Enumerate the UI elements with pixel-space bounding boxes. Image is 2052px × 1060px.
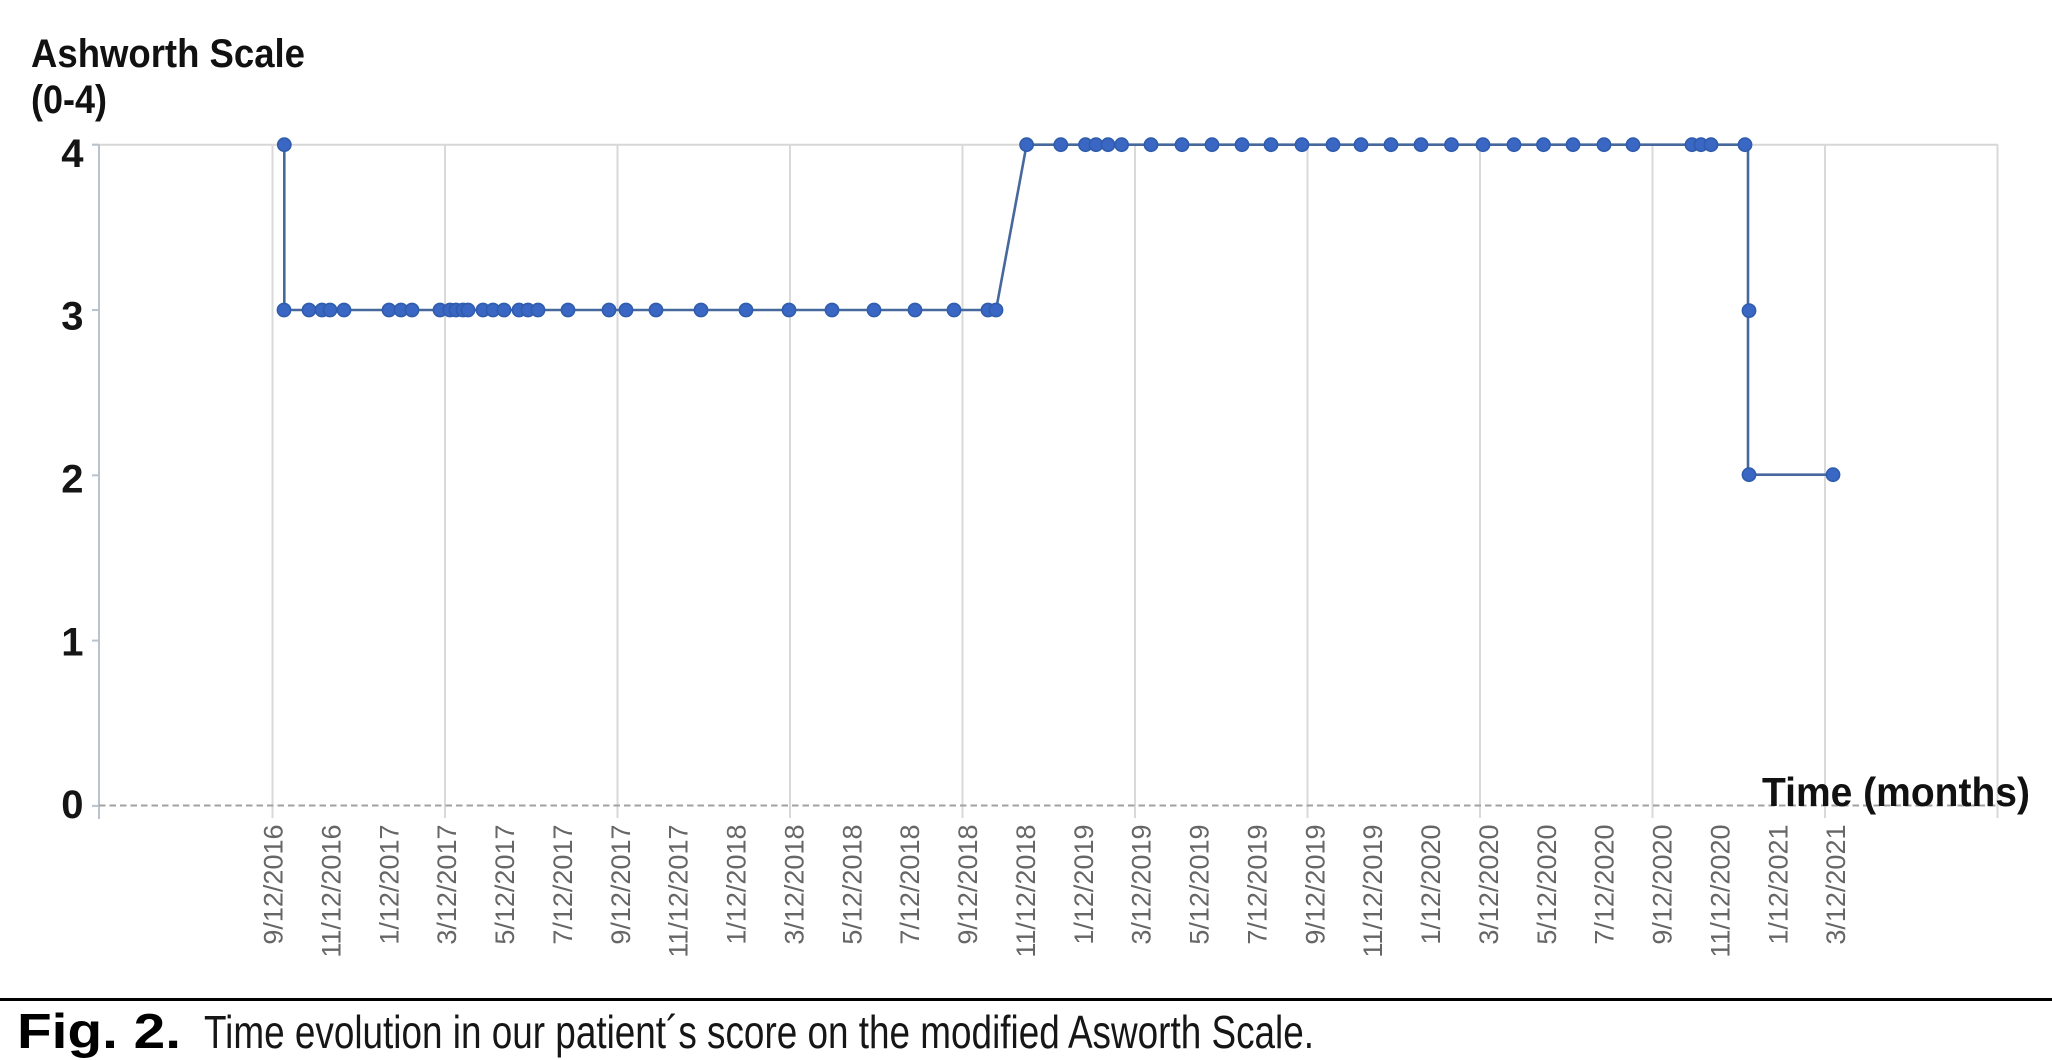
svg-text:3/12/2020: 3/12/2020 bbox=[1474, 825, 1504, 945]
svg-text:11/12/2020: 11/12/2020 bbox=[1705, 825, 1735, 958]
svg-text:0: 0 bbox=[61, 783, 83, 827]
svg-text:Time (months): Time (months) bbox=[1762, 769, 2030, 815]
svg-text:9/12/2018: 9/12/2018 bbox=[953, 825, 983, 945]
svg-text:7/12/2018: 7/12/2018 bbox=[895, 825, 925, 945]
svg-text:11/12/2016: 11/12/2016 bbox=[316, 825, 346, 958]
svg-text:1/12/2020: 1/12/2020 bbox=[1416, 825, 1446, 945]
svg-text:3/12/2017: 3/12/2017 bbox=[432, 825, 462, 945]
svg-text:9/12/2019: 9/12/2019 bbox=[1300, 825, 1330, 945]
svg-text:Ashworth Scale: Ashworth Scale bbox=[31, 32, 305, 76]
svg-text:5/12/2020: 5/12/2020 bbox=[1532, 825, 1562, 945]
svg-text:1/12/2017: 1/12/2017 bbox=[374, 825, 404, 945]
svg-text:5/12/2019: 5/12/2019 bbox=[1185, 825, 1215, 945]
svg-text:7/12/2020: 7/12/2020 bbox=[1590, 825, 1620, 945]
svg-text:9/12/2016: 9/12/2016 bbox=[259, 825, 289, 945]
svg-text:7/12/2017: 7/12/2017 bbox=[548, 825, 578, 945]
svg-text:3/12/2018: 3/12/2018 bbox=[779, 825, 809, 945]
svg-text:11/12/2018: 11/12/2018 bbox=[1011, 825, 1041, 958]
svg-text:11/12/2019: 11/12/2019 bbox=[1358, 825, 1388, 958]
svg-text:1/12/2019: 1/12/2019 bbox=[1069, 825, 1099, 945]
svg-text:1/12/2021: 1/12/2021 bbox=[1763, 825, 1793, 945]
svg-text:5/12/2018: 5/12/2018 bbox=[837, 825, 867, 945]
svg-text:1: 1 bbox=[61, 620, 83, 664]
svg-text:Fig. 2.: Fig. 2. bbox=[17, 1005, 181, 1059]
svg-text:9/12/2017: 9/12/2017 bbox=[606, 825, 636, 945]
svg-text:1/12/2018: 1/12/2018 bbox=[722, 825, 752, 945]
svg-text:4: 4 bbox=[61, 132, 84, 176]
svg-text:2: 2 bbox=[61, 458, 83, 502]
svg-text:3/12/2021: 3/12/2021 bbox=[1821, 825, 1851, 945]
svg-text:7/12/2019: 7/12/2019 bbox=[1242, 825, 1272, 945]
svg-text:Time evolution in our patient´: Time evolution in our patient´s score on… bbox=[204, 1006, 1314, 1058]
svg-text:9/12/2020: 9/12/2020 bbox=[1648, 825, 1678, 945]
svg-text:(0-4): (0-4) bbox=[31, 78, 107, 122]
svg-text:3: 3 bbox=[61, 295, 83, 339]
svg-text:5/12/2017: 5/12/2017 bbox=[490, 825, 520, 945]
svg-text:11/12/2017: 11/12/2017 bbox=[664, 825, 694, 958]
svg-text:3/12/2019: 3/12/2019 bbox=[1127, 825, 1157, 945]
